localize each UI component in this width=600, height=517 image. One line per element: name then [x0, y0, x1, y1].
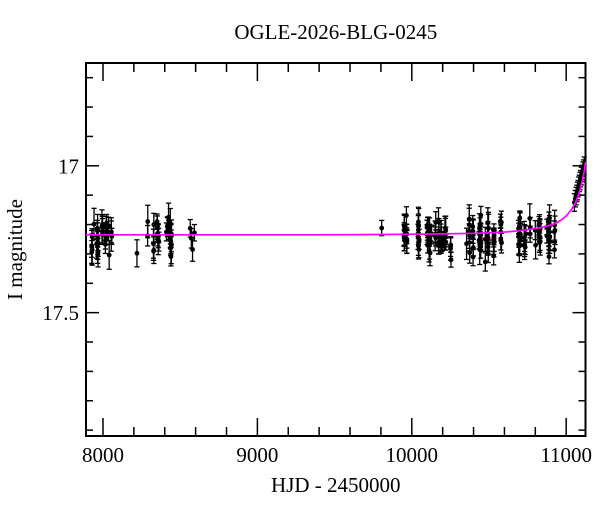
data-point: [466, 207, 472, 243]
chart-title: OGLE-2026-BLG-0245: [234, 20, 437, 44]
x-tick-label: 10000: [386, 443, 439, 467]
data-point: [467, 241, 473, 264]
x-tick-label: 9000: [236, 443, 278, 467]
y-axis-label: I magnitude: [3, 199, 27, 300]
x-axis-label: HJD - 2450000: [271, 473, 401, 497]
data-point: [166, 219, 172, 241]
data-point: [482, 226, 488, 253]
data-point: [154, 213, 160, 230]
data-point: [551, 220, 558, 244]
data-point: [134, 239, 140, 268]
data-point: [440, 232, 446, 249]
model-curve: [86, 162, 587, 236]
data-point: [536, 214, 543, 234]
data-point: [95, 244, 101, 265]
data-point: [470, 218, 476, 245]
data-point: [108, 220, 115, 244]
data-point: [517, 222, 523, 248]
data-point: [379, 219, 385, 237]
plot-content: 8000 9000 10000 11000 17 17.5: [42, 62, 592, 467]
y-tick-label: 17.5: [42, 301, 79, 325]
y-tick-label: 17: [58, 154, 79, 178]
data-point: [447, 236, 454, 258]
data-point: [94, 213, 101, 248]
data-point: [427, 223, 433, 254]
data-points: [89, 156, 587, 272]
data-point: [401, 229, 408, 252]
x-tick-label: 11000: [540, 443, 592, 467]
data-point: [145, 204, 151, 239]
plot-frame: [85, 62, 587, 437]
data-point: [151, 241, 157, 261]
data-point: [491, 229, 497, 258]
x-tick-label: 8000: [82, 443, 124, 467]
data-point: [167, 240, 174, 257]
data-point: [106, 240, 112, 270]
data-point: [191, 223, 197, 242]
data-point: [99, 214, 106, 235]
data-point: [415, 223, 421, 251]
axis-ticks: [86, 63, 586, 436]
